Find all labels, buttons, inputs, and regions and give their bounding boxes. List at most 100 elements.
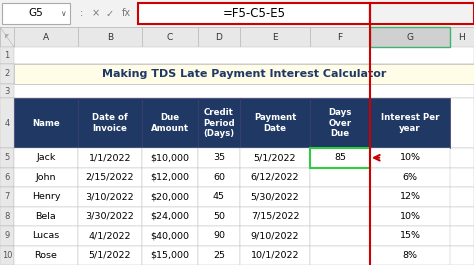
Text: ×: × (92, 8, 100, 19)
Bar (0, 167, 14, 187)
Bar (370, 98, 450, 148)
Bar (198, 167, 240, 187)
Bar (0, 187, 14, 206)
Bar (142, 187, 198, 206)
Text: 8: 8 (4, 212, 9, 221)
Text: 3: 3 (4, 86, 9, 95)
Text: $40,000: $40,000 (151, 231, 190, 240)
Text: 1: 1 (4, 51, 9, 60)
Bar (14, 206, 78, 226)
Text: 45: 45 (213, 192, 225, 201)
Text: 5/30/2022: 5/30/2022 (251, 192, 299, 201)
Text: 2: 2 (4, 69, 9, 78)
Text: $12,000: $12,000 (151, 173, 190, 182)
Text: ✓: ✓ (106, 8, 114, 19)
Text: 15%: 15% (400, 231, 420, 240)
Text: E: E (272, 33, 278, 42)
Text: Bela: Bela (36, 212, 56, 221)
Bar (198, 206, 240, 226)
Text: 7: 7 (4, 192, 9, 201)
Bar (14, 148, 78, 167)
Bar (370, 3, 474, 24)
Bar (0, 27, 14, 47)
Text: John: John (36, 173, 56, 182)
Bar (14, 98, 78, 148)
Bar (0, 98, 474, 148)
Text: 1/1/2022: 1/1/2022 (89, 153, 131, 162)
Text: 6: 6 (4, 173, 9, 182)
Bar (0, 64, 14, 84)
Bar (0, 64, 474, 84)
Bar (370, 187, 450, 206)
Text: 10: 10 (2, 251, 12, 260)
Text: 90: 90 (213, 231, 225, 240)
Text: Rose: Rose (35, 251, 57, 260)
Bar (310, 206, 370, 226)
Text: 7/15/2022: 7/15/2022 (251, 212, 299, 221)
Text: Interest Per
year: Interest Per year (381, 113, 439, 133)
Bar (2, 3, 70, 24)
Text: Jack: Jack (36, 153, 55, 162)
Bar (0, 226, 14, 245)
Bar (0, 27, 474, 47)
Bar (142, 167, 198, 187)
Bar (240, 206, 310, 226)
Bar (310, 148, 370, 167)
Bar (78, 167, 142, 187)
Bar (370, 226, 450, 245)
Bar (240, 245, 310, 265)
Text: ◤: ◤ (5, 34, 9, 39)
Text: ExcelDemy
EXCEL DATA: ExcelDemy EXCEL DATA (241, 223, 279, 233)
Bar (240, 148, 310, 167)
Text: =F5-C5-E5: =F5-C5-E5 (222, 7, 285, 20)
Bar (0, 0, 474, 27)
Text: 60: 60 (213, 173, 225, 182)
Bar (310, 226, 370, 245)
Bar (0, 148, 14, 167)
Text: Payment
Date: Payment Date (254, 113, 296, 133)
Bar (14, 167, 78, 187)
Text: $20,000: $20,000 (151, 192, 190, 201)
Text: H: H (459, 33, 465, 42)
Bar (14, 27, 78, 47)
Text: 50: 50 (213, 212, 225, 221)
Text: $24,000: $24,000 (151, 212, 190, 221)
Bar (0, 84, 14, 98)
Bar (0, 206, 14, 226)
Text: Making TDS Late Payment Interest Calculator: Making TDS Late Payment Interest Calcula… (102, 69, 386, 79)
Bar (370, 167, 450, 187)
Bar (310, 27, 370, 47)
Text: 10/1/2022: 10/1/2022 (251, 251, 299, 260)
Bar (78, 206, 142, 226)
Bar (142, 27, 198, 47)
Text: Lucas: Lucas (32, 231, 60, 240)
Text: 4: 4 (4, 118, 9, 127)
Text: $10,000: $10,000 (151, 153, 190, 162)
Bar (0, 84, 474, 98)
Text: 2/15/2022: 2/15/2022 (86, 173, 134, 182)
Bar (0, 226, 474, 245)
Text: F: F (337, 33, 343, 42)
Bar (310, 98, 370, 148)
Bar (370, 27, 450, 47)
Bar (310, 187, 370, 206)
Bar (0, 148, 474, 167)
Bar (450, 27, 474, 47)
Bar (142, 245, 198, 265)
Text: 8%: 8% (402, 251, 418, 260)
Bar (78, 245, 142, 265)
Text: ∨: ∨ (60, 9, 66, 18)
Bar (0, 206, 474, 226)
Text: Name: Name (32, 118, 60, 127)
Text: Due
Amount: Due Amount (151, 113, 189, 133)
Text: 85: 85 (334, 153, 346, 162)
Bar (78, 226, 142, 245)
Text: 5/1/2022: 5/1/2022 (89, 251, 131, 260)
Bar (0, 98, 14, 148)
Bar (370, 148, 450, 167)
Text: 4/1/2022: 4/1/2022 (89, 231, 131, 240)
Text: G5: G5 (28, 8, 44, 19)
Bar (240, 98, 310, 148)
Bar (142, 98, 198, 148)
Bar (142, 148, 198, 167)
